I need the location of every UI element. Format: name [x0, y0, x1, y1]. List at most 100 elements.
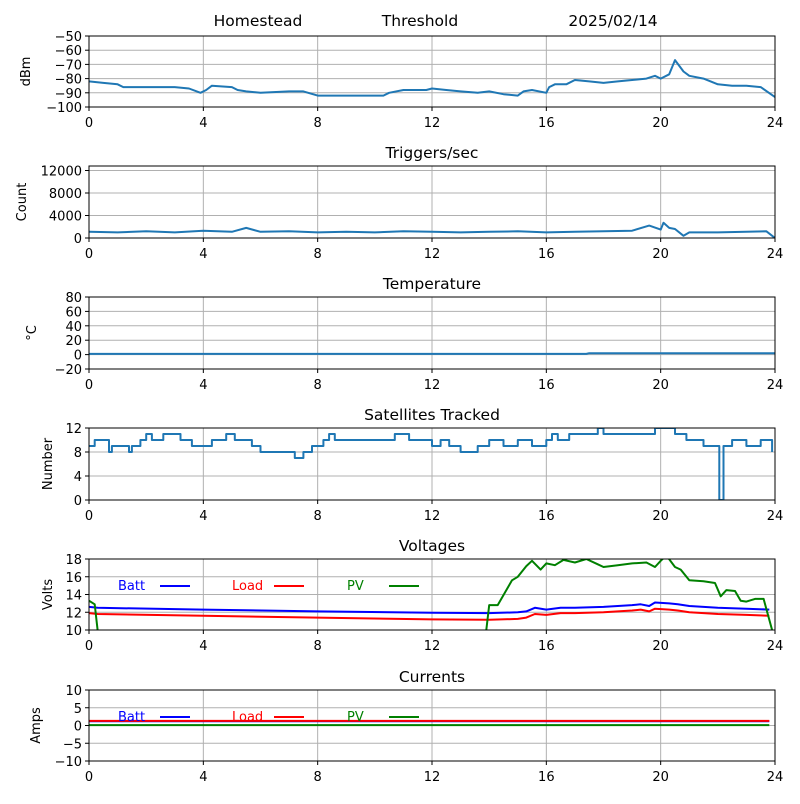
y-tick-label: 60 [65, 305, 82, 320]
y-tick-label: 10 [65, 624, 82, 639]
x-tick-label: 20 [652, 639, 669, 654]
x-tick-label: 8 [314, 639, 322, 654]
x-tick-label: 4 [199, 247, 207, 262]
x-tick-label: 24 [767, 116, 784, 131]
x-tick-label: 8 [314, 509, 322, 524]
x-tick-label: 8 [314, 116, 322, 131]
legend-label-pv: PV [347, 710, 364, 725]
x-tick-label: 0 [85, 509, 93, 524]
y-tick-label: 12 [65, 422, 82, 437]
y-tick-label: −90 [55, 87, 82, 102]
x-tick-label: 24 [767, 378, 784, 393]
x-tick-label: 16 [538, 639, 555, 654]
header-station: Homestead [214, 12, 303, 30]
panel-signal: 0 4 8 12 16 20 24 −100−90−80−70−60−50 dBm [19, 30, 783, 131]
x-tick-label: 0 [85, 247, 93, 262]
series-line-pv [89, 559, 774, 630]
y-tick-label: −20 [55, 363, 82, 378]
x-tick-label: 20 [652, 770, 669, 785]
x-tick-label: 0 [85, 378, 93, 393]
legend-label-load: Load [232, 710, 263, 725]
x-tick-label: 4 [199, 639, 207, 654]
x-tick-label: 12 [424, 639, 441, 654]
y-tick-label: 8000 [49, 187, 82, 202]
x-tick-label: 0 [85, 639, 93, 654]
y-tick-label: −60 [55, 44, 82, 59]
panel-title: Temperature [382, 275, 481, 293]
series-line-triggers [89, 221, 775, 238]
y-tick-label: 40 [65, 320, 82, 335]
x-tick-label: 20 [652, 247, 669, 262]
x-tick-label: 12 [424, 247, 441, 262]
y-tick-label: 12000 [41, 165, 82, 180]
x-tick-label: 16 [538, 770, 555, 785]
y-tick-label: 0 [74, 720, 82, 735]
x-tick-label: 12 [424, 509, 441, 524]
y-axis-label: dBm [19, 57, 34, 87]
y-tick-label: 12 [65, 606, 82, 621]
x-tick-label: 8 [314, 770, 322, 785]
x-tick-label: 0 [85, 116, 93, 131]
x-tick-label: 20 [652, 116, 669, 131]
y-axis-label: Number [41, 437, 56, 490]
y-tick-label: 18 [65, 553, 82, 568]
y-tick-label: 8 [74, 446, 82, 461]
legend-label-batt: Batt [118, 710, 145, 725]
panel-satellites: 0 4 8 12 16 20 24 0 4 8 12 Satellites Tracked Number [41, 406, 783, 524]
panel-title: Triggers/sec [385, 144, 479, 162]
legend-label-pv: PV [347, 579, 364, 594]
y-tick-label: −50 [55, 30, 82, 45]
x-tick-label: 4 [199, 378, 207, 393]
x-tick-label: 8 [314, 378, 322, 393]
y-tick-label: 16 [65, 571, 82, 586]
header-mode: Threshold [381, 12, 458, 30]
panel-title: Satellites Tracked [364, 406, 500, 424]
y-tick-label: −70 [55, 58, 82, 73]
x-tick-label: 16 [538, 378, 555, 393]
x-tick-label: 4 [199, 116, 207, 131]
series-line-temperature [89, 352, 775, 355]
y-tick-label: 10 [65, 684, 82, 699]
y-tick-label: 0 [74, 349, 82, 364]
x-tick-label: 4 [199, 509, 207, 524]
x-tick-label: 16 [538, 247, 555, 262]
y-tick-label: 4000 [49, 210, 82, 225]
series-line-satellites [89, 428, 774, 500]
x-tick-label: 4 [199, 770, 207, 785]
x-tick-label: 24 [767, 509, 784, 524]
y-axis-label: Count [15, 183, 30, 222]
x-tick-label: 24 [767, 247, 784, 262]
y-tick-label: 5 [74, 702, 82, 717]
x-tick-label: 24 [767, 770, 784, 785]
y-tick-label: 80 [65, 291, 82, 306]
y-tick-label: −80 [55, 73, 82, 88]
series-line-batt [89, 601, 770, 615]
legend-label-batt: Batt [118, 579, 145, 594]
x-tick-label: 12 [424, 770, 441, 785]
y-tick-label: 20 [65, 334, 82, 349]
y-tick-label: 14 [65, 589, 82, 604]
x-tick-label: 24 [767, 639, 784, 654]
x-tick-label: 20 [652, 378, 669, 393]
header-date: 2025/02/14 [568, 12, 657, 30]
x-tick-label: 0 [85, 770, 93, 785]
legend-label-load: Load [232, 579, 263, 594]
x-tick-label: 12 [424, 378, 441, 393]
y-tick-label: 0 [74, 232, 82, 247]
panel-triggers: 0 4 8 12 16 20 24 0 4000 8000 12000 Triggers/sec Cou… [15, 144, 783, 262]
series-line-signal [89, 59, 775, 98]
y-axis-label: °C [25, 325, 40, 341]
panel-voltages: 0 4 8 12 16 20 24 10 12 14 16 18 Voltages Volts Batt Lo… [41, 537, 783, 654]
y-tick-label: 4 [74, 470, 82, 485]
x-tick-label: 12 [424, 116, 441, 131]
panel-title: Voltages [399, 537, 465, 555]
y-tick-label: −5 [63, 737, 82, 752]
x-tick-label: 8 [314, 247, 322, 262]
panel-currents: 0 4 8 12 16 20 24 −10 −5 0 5 10 Currents Amps Batt Load… [29, 668, 783, 785]
x-tick-label: 16 [538, 509, 555, 524]
y-tick-label: −100 [46, 101, 82, 116]
y-tick-label: 0 [74, 494, 82, 509]
y-axis-label: Amps [29, 707, 44, 744]
